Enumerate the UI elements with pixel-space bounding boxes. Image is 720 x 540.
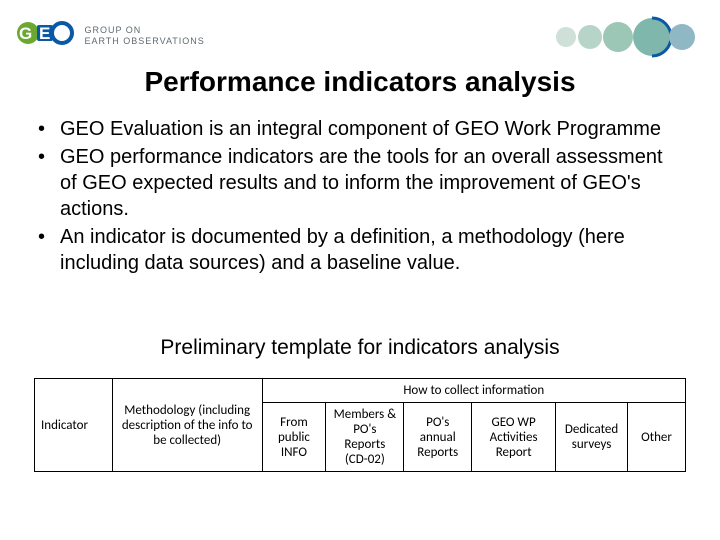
- th-indicator: Indicator: [35, 379, 113, 472]
- svg-text:G: G: [19, 24, 32, 43]
- header: G E GROUP ON EARTH OBSERVATIONS: [0, 8, 720, 64]
- th-how-col: GEO WP Activities Report: [472, 403, 556, 472]
- bullet-item: An indicator is documented by a definiti…: [38, 224, 678, 276]
- decorative-circles-icon: [546, 10, 696, 69]
- slide-title: Performance indicators analysis: [0, 66, 720, 98]
- th-how-col: Members & PO's Reports (CD-02): [326, 403, 404, 472]
- th-how-col: From public INFO: [262, 403, 326, 472]
- org-line2: EARTH OBSERVATIONS: [84, 36, 204, 46]
- svg-text:E: E: [39, 24, 50, 43]
- bullet-item: GEO Evaluation is an integral component …: [38, 116, 678, 142]
- geo-logo-mark: G E: [16, 16, 74, 55]
- org-line1: GROUP ON: [84, 25, 141, 35]
- bullet-item: GEO performance indicators are the tools…: [38, 144, 678, 222]
- geo-logo: G E GROUP ON EARTH OBSERVATIONS: [16, 16, 205, 55]
- indicators-table: Indicator Methodology (including descrip…: [34, 378, 686, 472]
- geo-logo-text: GROUP ON EARTH OBSERVATIONS: [84, 25, 204, 47]
- th-how-col: Other: [628, 403, 686, 472]
- th-how-col: PO's annual Reports: [404, 403, 472, 472]
- th-how-col: Dedicated surveys: [556, 403, 628, 472]
- subheading: Preliminary template for indicators anal…: [0, 336, 720, 360]
- th-how-header: How to collect information: [262, 379, 686, 403]
- bullet-list: GEO Evaluation is an integral component …: [38, 116, 678, 278]
- table-row: Indicator Methodology (including descrip…: [35, 379, 686, 403]
- th-methodology: Methodology (including description of th…: [112, 379, 262, 472]
